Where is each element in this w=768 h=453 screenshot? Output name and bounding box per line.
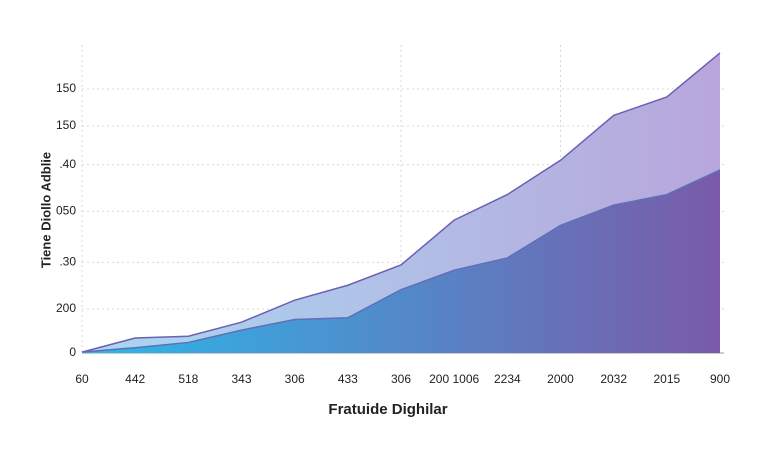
y-tick-label: 150 xyxy=(56,81,76,95)
x-tick-label: 343 xyxy=(231,372,251,386)
x-tick-label: 2234 xyxy=(494,372,521,386)
y-tick-label: 200 xyxy=(56,301,76,315)
x-tick-label: 306 xyxy=(285,372,305,386)
y-axis-title: Tiene Diollo Adblie xyxy=(38,152,53,268)
x-tick-label: 2015 xyxy=(653,372,680,386)
area xyxy=(82,169,720,353)
y-tick-label: 150 xyxy=(56,118,76,132)
area-line xyxy=(81,169,721,353)
y-tick-label: 0 xyxy=(69,345,76,359)
x-tick-label: 900 xyxy=(710,372,730,386)
x-tick-label: 60 xyxy=(75,372,89,386)
x-tick-label: 2000 xyxy=(547,372,574,386)
y-tick-label: 050 xyxy=(56,203,76,217)
x-tick-label: 200 1006 xyxy=(429,372,479,386)
area-line xyxy=(81,52,721,353)
x-tick-label: 2032 xyxy=(600,372,627,386)
x-tick-label: 442 xyxy=(125,372,145,386)
x-tick-label: 306 xyxy=(391,372,411,386)
y-tick-label: .40 xyxy=(59,157,76,171)
y-tick-label: .30 xyxy=(59,255,76,269)
x-tick-label: 433 xyxy=(338,372,358,386)
x-tick-label: 518 xyxy=(178,372,198,386)
x-axis-title: Fratuide Dighilar xyxy=(328,401,447,418)
